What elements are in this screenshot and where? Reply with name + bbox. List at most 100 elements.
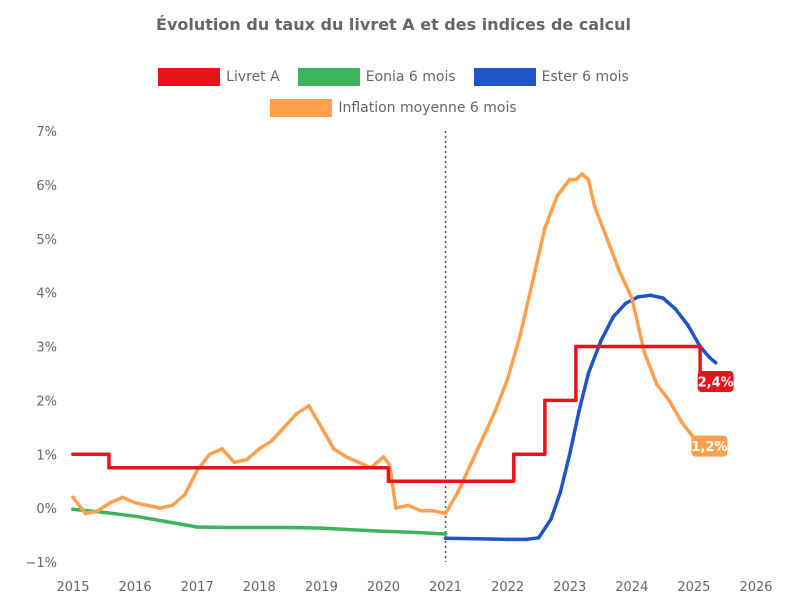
data-point-inflation-moyenne-6-mois bbox=[505, 377, 510, 381]
data-point-eonia-6-mois bbox=[195, 525, 199, 529]
data-point-ester-6-mois bbox=[474, 537, 479, 541]
series-layer bbox=[71, 172, 718, 542]
data-point-inflation-moyenne-6-mois bbox=[667, 398, 671, 403]
data-point-inflation-moyenne-6-mois bbox=[630, 296, 634, 300]
data-point-livret-a bbox=[512, 452, 516, 457]
x-tick-label: 2017 bbox=[181, 580, 214, 595]
data-point-ester-6-mois bbox=[685, 323, 690, 327]
data-point-ester-6-mois bbox=[536, 535, 541, 540]
data-point-inflation-moyenne-6-mois bbox=[456, 490, 460, 494]
data-point-eonia-6-mois bbox=[133, 514, 137, 519]
legend-item-livret-a: Livret A bbox=[158, 68, 280, 86]
data-point-inflation-moyenne-6-mois bbox=[555, 193, 560, 198]
data-point-inflation-moyenne-6-mois bbox=[108, 500, 113, 505]
legend-item-inflation: Inflation moyenne 6 mois bbox=[270, 99, 517, 117]
x-tick-label: 2026 bbox=[739, 580, 772, 595]
data-point-ester-6-mois bbox=[567, 452, 572, 457]
x-tick-label: 2021 bbox=[429, 580, 462, 595]
data-point-ester-6-mois bbox=[673, 306, 678, 311]
data-point-inflation-moyenne-6-mois bbox=[83, 511, 88, 516]
data-point-inflation-moyenne-6-mois bbox=[431, 509, 435, 513]
data-point-ester-6-mois bbox=[577, 409, 581, 413]
data-point-ester-6-mois bbox=[623, 301, 628, 306]
data-point-ester-6-mois bbox=[524, 537, 529, 542]
data-point-eonia-6-mois bbox=[319, 526, 324, 530]
data-point-ester-6-mois bbox=[713, 360, 718, 365]
value-badge-label: 1,2% bbox=[691, 440, 727, 455]
data-point-livret-a bbox=[698, 344, 702, 349]
series-line-inflation-moyenne-6-mois bbox=[71, 172, 699, 516]
data-point-inflation-moyenne-6-mois bbox=[443, 511, 448, 516]
legend-label-eonia: Eonia 6 mois bbox=[365, 69, 456, 85]
data-point-inflation-moyenne-6-mois bbox=[574, 177, 578, 182]
data-point-livret-a bbox=[71, 452, 75, 457]
x-tick-label: 2022 bbox=[491, 580, 524, 595]
y-tick-label: 6% bbox=[36, 179, 57, 194]
data-point-inflation-moyenne-6-mois bbox=[120, 495, 125, 500]
data-point-inflation-moyenne-6-mois bbox=[307, 403, 311, 408]
data-point-inflation-moyenne-6-mois bbox=[605, 236, 609, 241]
data-point-eonia-6-mois bbox=[443, 532, 448, 536]
data-point-inflation-moyenne-6-mois bbox=[319, 425, 324, 430]
data-point-inflation-moyenne-6-mois bbox=[220, 447, 224, 451]
annotation-layer: 2,4% 1,2% bbox=[691, 371, 734, 457]
data-point-inflation-moyenne-6-mois bbox=[170, 503, 175, 508]
data-point-eonia-6-mois bbox=[381, 529, 386, 534]
data-point-inflation-moyenne-6-mois bbox=[580, 172, 584, 176]
data-point-inflation-moyenne-6-mois bbox=[158, 506, 162, 510]
x-tick-label: 2024 bbox=[615, 580, 648, 595]
value-badge bbox=[691, 435, 728, 457]
data-point-inflation-moyenne-6-mois bbox=[182, 492, 187, 497]
data-point-eonia-6-mois bbox=[102, 510, 106, 515]
data-point-livret-a bbox=[107, 465, 111, 470]
data-point-inflation-moyenne-6-mois bbox=[269, 438, 274, 443]
data-point-ester-6-mois bbox=[443, 536, 448, 541]
data-point-eonia-6-mois bbox=[288, 525, 293, 530]
data-point-inflation-moyenne-6-mois bbox=[133, 500, 137, 505]
y-tick-label: 5% bbox=[36, 233, 57, 248]
x-tick-label: 2016 bbox=[119, 580, 152, 595]
x-tick-label: 2020 bbox=[367, 580, 400, 595]
data-point-inflation-moyenne-6-mois bbox=[344, 455, 349, 459]
data-point-inflation-moyenne-6-mois bbox=[145, 503, 150, 508]
value-badge-label: 2,4% bbox=[698, 376, 734, 391]
data-point-inflation-moyenne-6-mois bbox=[617, 269, 622, 273]
data-point-inflation-moyenne-6-mois bbox=[195, 468, 199, 473]
data-point-inflation-moyenne-6-mois bbox=[679, 420, 684, 424]
data-point-livret-a bbox=[543, 398, 547, 403]
data-point-inflation-moyenne-6-mois bbox=[71, 495, 75, 500]
data-point-eonia-6-mois bbox=[71, 507, 75, 512]
data-point-inflation-moyenne-6-mois bbox=[586, 177, 591, 182]
data-point-ester-6-mois bbox=[586, 371, 591, 376]
legend-item-eonia: Eonia 6 mois bbox=[297, 68, 456, 86]
data-point-inflation-moyenne-6-mois bbox=[96, 509, 100, 513]
data-point-ester-6-mois bbox=[598, 339, 603, 343]
legend-label-inflation: Inflation moyenne 6 mois bbox=[338, 100, 517, 116]
data-point-inflation-moyenne-6-mois bbox=[381, 455, 386, 459]
data-point-eonia-6-mois bbox=[350, 527, 355, 532]
data-point-ester-6-mois bbox=[648, 293, 653, 298]
data-point-inflation-moyenne-6-mois bbox=[331, 447, 336, 451]
data-point-ester-6-mois bbox=[636, 295, 640, 299]
data-point-ester-6-mois bbox=[661, 296, 665, 300]
y-tick-label: 1% bbox=[36, 448, 57, 463]
y-tick-label: 0% bbox=[36, 502, 57, 517]
data-point-inflation-moyenne-6-mois bbox=[418, 509, 423, 513]
data-point-inflation-moyenne-6-mois bbox=[518, 333, 522, 338]
x-tick-label: 2018 bbox=[243, 580, 276, 595]
legend-row-1: Livret A Eonia 6 mois Ester 6 mois bbox=[0, 68, 787, 86]
data-point-inflation-moyenne-6-mois bbox=[387, 463, 392, 467]
legend-swatch-eonia bbox=[297, 68, 360, 86]
data-point-eonia-6-mois bbox=[412, 530, 417, 535]
data-point-eonia-6-mois bbox=[164, 519, 168, 524]
y-tick-label: 7% bbox=[36, 125, 57, 140]
data-point-inflation-moyenne-6-mois bbox=[493, 409, 498, 413]
data-point-inflation-moyenne-6-mois bbox=[257, 447, 262, 451]
data-point-inflation-moyenne-6-mois bbox=[530, 280, 535, 284]
data-point-inflation-moyenne-6-mois bbox=[543, 226, 547, 230]
data-point-inflation-moyenne-6-mois bbox=[356, 460, 361, 465]
x-axis: 2015 2016 2017 2018 2019 2020 2021 2022 2023 2024… bbox=[56, 580, 772, 595]
data-point-inflation-moyenne-6-mois bbox=[294, 412, 299, 416]
y-tick-label: 4% bbox=[36, 287, 57, 302]
